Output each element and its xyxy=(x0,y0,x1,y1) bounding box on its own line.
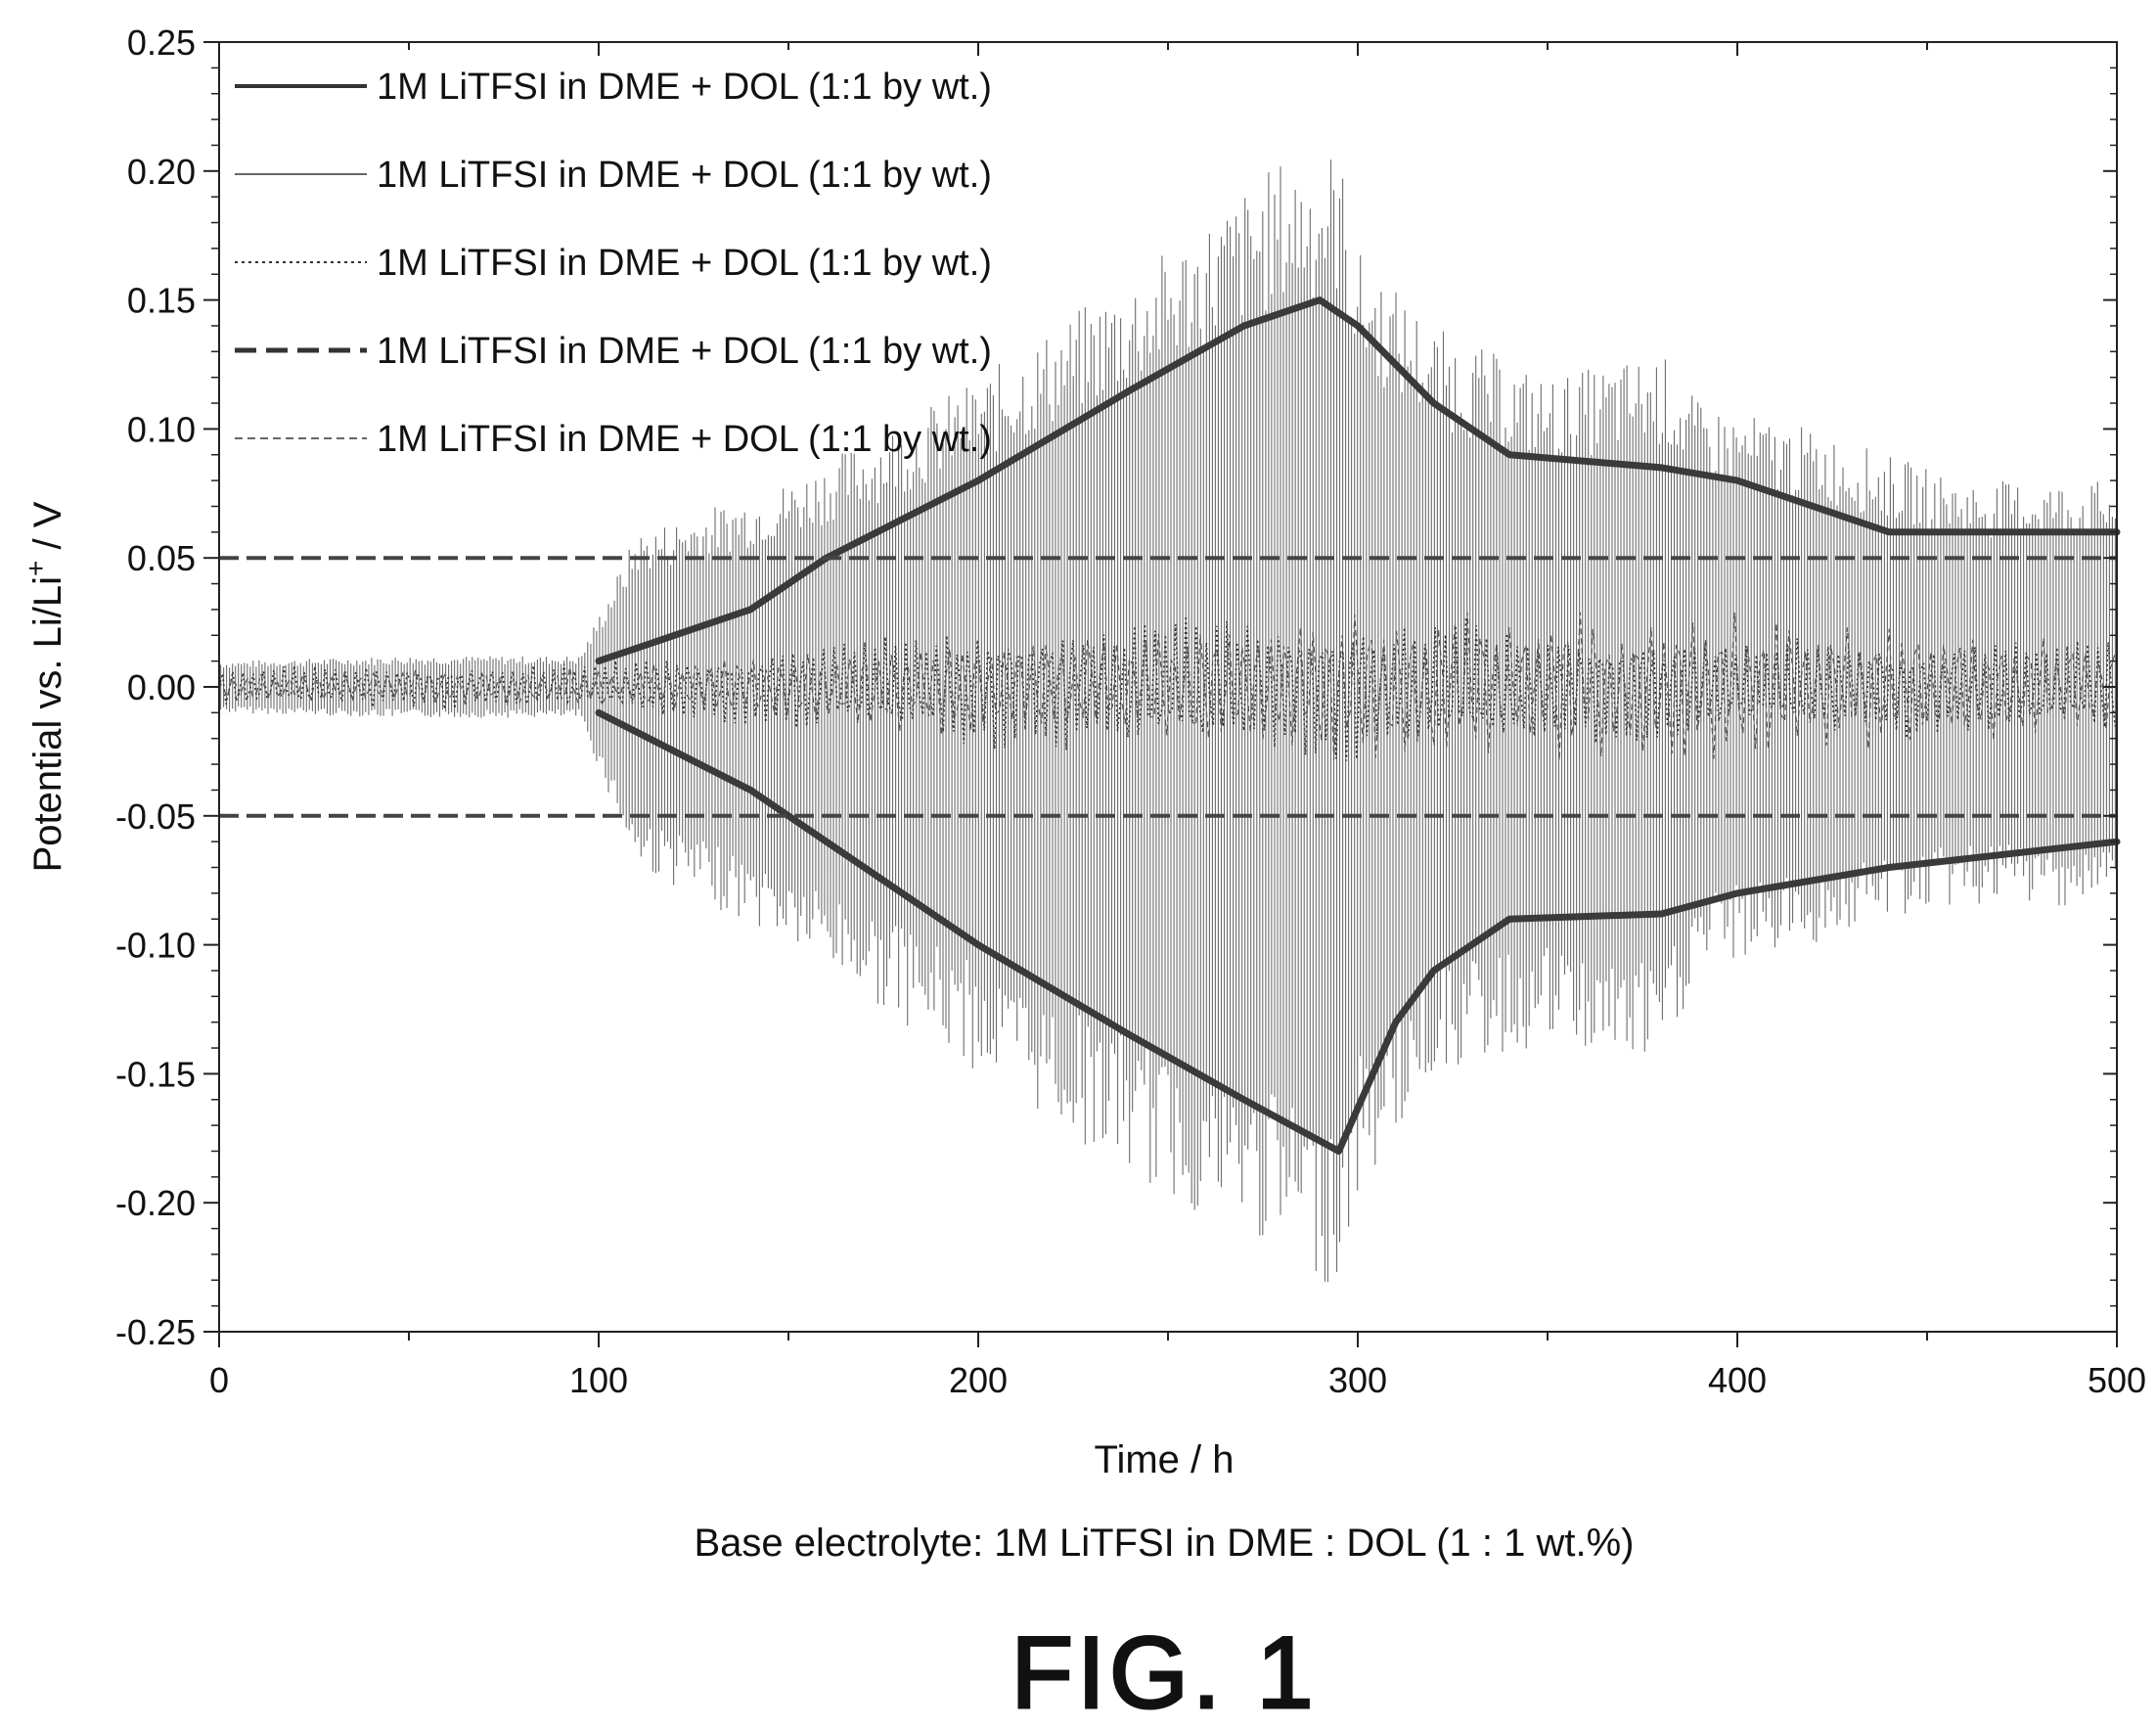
series-2-envelope-upper xyxy=(595,296,2121,665)
x-tick-label: 400 xyxy=(1708,1360,1767,1400)
series-5-line xyxy=(218,612,2116,761)
legend: 1M LiTFSI in DME + DOL (1:1 by wt.) 1M Li… xyxy=(235,67,992,460)
figure-label: FIG. 1 xyxy=(1011,1616,1318,1728)
legend-label-4: 1M LiTFSI in DME + DOL (1:1 by wt.) xyxy=(377,331,992,372)
legend-label-3: 1M LiTFSI in DME + DOL (1:1 by wt.) xyxy=(377,243,992,284)
x-axis-label: Time / h xyxy=(1095,1438,1235,1481)
y-tick-label: 0.05 xyxy=(127,538,196,578)
x-tick-label: 0 xyxy=(209,1360,229,1400)
plot-data xyxy=(218,159,2121,1283)
y-axis-label: Potential vs. Li/Li+ / V xyxy=(21,501,69,872)
y-tick-label: -0.20 xyxy=(115,1183,196,1223)
y-tick-label: 0.00 xyxy=(127,667,196,707)
y-tick-label: -0.15 xyxy=(115,1054,196,1094)
chart-caption: Base electrolyte: 1M LiTFSI in DME : DOL… xyxy=(694,1522,1634,1565)
legend-label-5: 1M LiTFSI in DME + DOL (1:1 by wt.) xyxy=(377,419,992,460)
x-tick-label: 100 xyxy=(569,1360,628,1400)
y-axis-label-main: Potential vs. Li/Li xyxy=(26,576,69,872)
y-tick-label: -0.10 xyxy=(115,926,196,966)
series-3-line xyxy=(218,615,2116,761)
y-tick-label: 0.20 xyxy=(127,152,196,192)
y-tick-label: 0.25 xyxy=(127,23,196,63)
x-tick-label: 300 xyxy=(1328,1360,1387,1400)
y-axis-label-sup: + xyxy=(21,561,51,576)
axes: 0 100 200 300 400 500 0.25 0.20 0.15 0.10 0.05 0.00… xyxy=(115,23,2146,1400)
y-tick-label: 0.15 xyxy=(127,281,196,321)
y-tick-label: -0.05 xyxy=(115,796,196,837)
y-tick-label: -0.25 xyxy=(115,1312,196,1352)
x-tick-label: 500 xyxy=(2088,1360,2146,1400)
y-tick-label: 0.10 xyxy=(127,409,196,449)
y-axis-label-unit: / V xyxy=(26,501,69,560)
x-tick-label: 200 xyxy=(949,1360,1008,1400)
legend-label-2: 1M LiTFSI in DME + DOL (1:1 by wt.) xyxy=(377,155,992,196)
series-2-envelope-lower xyxy=(595,708,2121,1155)
legend-label-1: 1M LiTFSI in DME + DOL (1:1 by wt.) xyxy=(377,67,992,108)
